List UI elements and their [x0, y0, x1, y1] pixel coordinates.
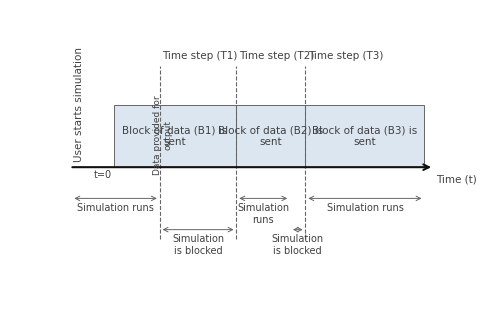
Text: Simulation runs: Simulation runs — [77, 203, 154, 213]
Text: t=0: t=0 — [94, 170, 112, 180]
Text: Block of data (B2) is
sent: Block of data (B2) is sent — [218, 125, 324, 147]
Text: Time step (T1): Time step (T1) — [161, 51, 237, 61]
Text: Simulation
runs: Simulation runs — [237, 203, 290, 225]
Text: User starts simulation: User starts simulation — [74, 47, 84, 162]
Text: Simulation
is blocked: Simulation is blocked — [172, 234, 224, 256]
Text: Time step (T3): Time step (T3) — [308, 51, 384, 61]
Bar — [237, 105, 305, 167]
Text: Simulation
is blocked: Simulation is blocked — [272, 234, 324, 256]
Text: Data provided for
output: Data provided for output — [153, 95, 172, 175]
Text: Time step (T2): Time step (T2) — [240, 51, 315, 61]
Bar — [114, 105, 237, 167]
Text: Simulation runs: Simulation runs — [327, 203, 403, 213]
Text: Time (t): Time (t) — [436, 174, 477, 184]
Text: Block of data (B3) is
sent: Block of data (B3) is sent — [312, 125, 418, 147]
Bar — [305, 105, 424, 167]
Text: Block of data (B1) is
sent: Block of data (B1) is sent — [122, 125, 228, 147]
